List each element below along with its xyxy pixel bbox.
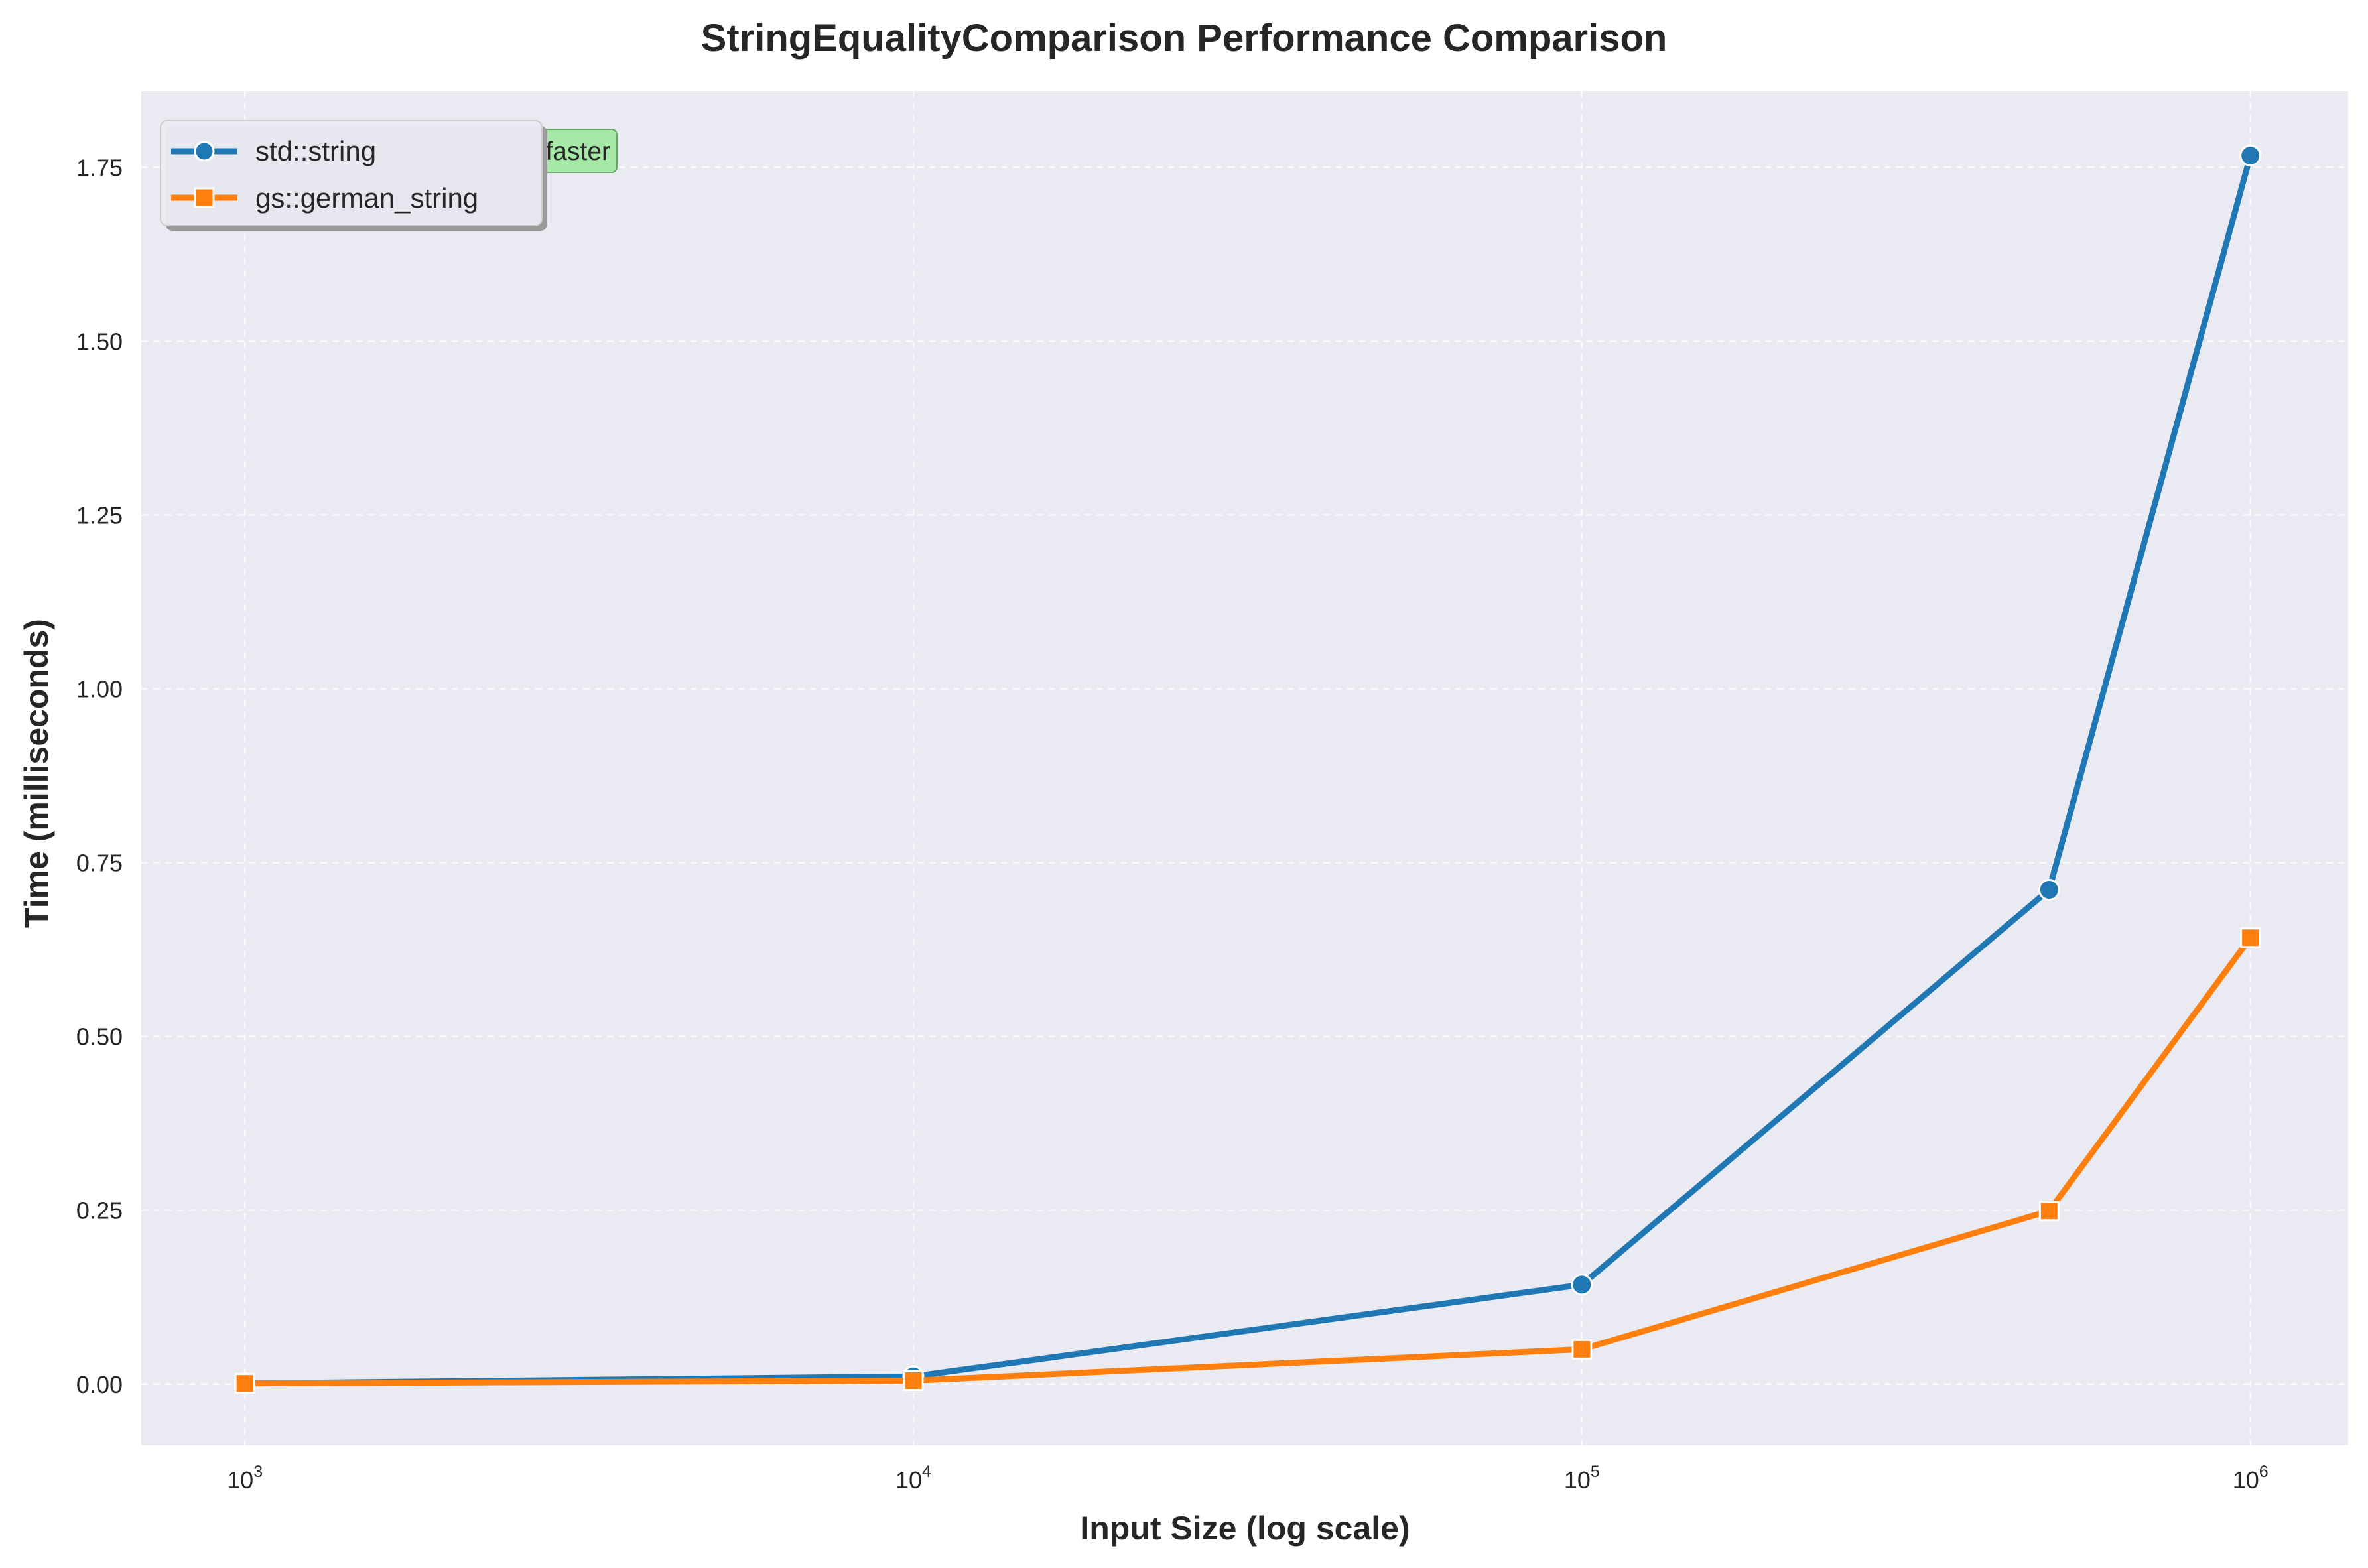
- annotation-text: faster: [545, 137, 610, 166]
- x-axis-label: Input Size (log scale): [1080, 1510, 1410, 1547]
- data-point: [2038, 878, 2060, 901]
- y-tick-label: 1.25: [76, 501, 123, 529]
- data-point: [234, 1373, 255, 1394]
- y-tick-label: 0.75: [76, 850, 123, 877]
- y-tick-label: 0.25: [76, 1197, 123, 1224]
- data-point: [1571, 1274, 1593, 1296]
- legend-label: std::string: [255, 135, 376, 166]
- legend: std::string gs::german_string: [160, 120, 547, 231]
- data-point: [2240, 927, 2261, 948]
- y-tick-label: 0.50: [76, 1023, 123, 1051]
- legend-entry-german-string: gs::german_string: [171, 182, 478, 214]
- plot-area: [141, 91, 2348, 1445]
- data-point: [2038, 1201, 2060, 1222]
- series-german-string: [234, 927, 2261, 1394]
- y-axis-label: Time (milliseconds): [18, 619, 55, 928]
- x-tick-label: 104: [895, 1463, 931, 1494]
- legend-swatch-marker: [194, 141, 215, 162]
- data-point: [2239, 144, 2262, 166]
- grid: [141, 91, 2348, 1445]
- chart-title: StringEqualityComparison Performance Com…: [701, 17, 1668, 60]
- y-tick-label: 1.75: [76, 154, 123, 181]
- y-tick-label: 0.00: [76, 1371, 123, 1398]
- series: [233, 144, 2262, 1395]
- y-axis-ticks: 0.00 0.25 0.50 0.75 1.00 1.25 1.50 1.75: [76, 154, 123, 1398]
- y-tick-label: 1.50: [76, 328, 123, 355]
- x-tick-label: 105: [1564, 1463, 1600, 1494]
- legend-swatch-marker: [194, 187, 215, 208]
- legend-entry-std-string: std::string: [171, 135, 376, 166]
- data-point: [903, 1370, 924, 1392]
- legend-label: gs::german_string: [255, 182, 478, 214]
- data-point: [1571, 1339, 1593, 1360]
- x-tick-label: 103: [227, 1463, 263, 1494]
- legend-frame: [160, 120, 543, 226]
- x-tick-label: 106: [2233, 1463, 2269, 1494]
- y-tick-label: 1.00: [76, 675, 123, 702]
- x-axis-ticks: 103 104 105 106: [227, 1463, 2269, 1494]
